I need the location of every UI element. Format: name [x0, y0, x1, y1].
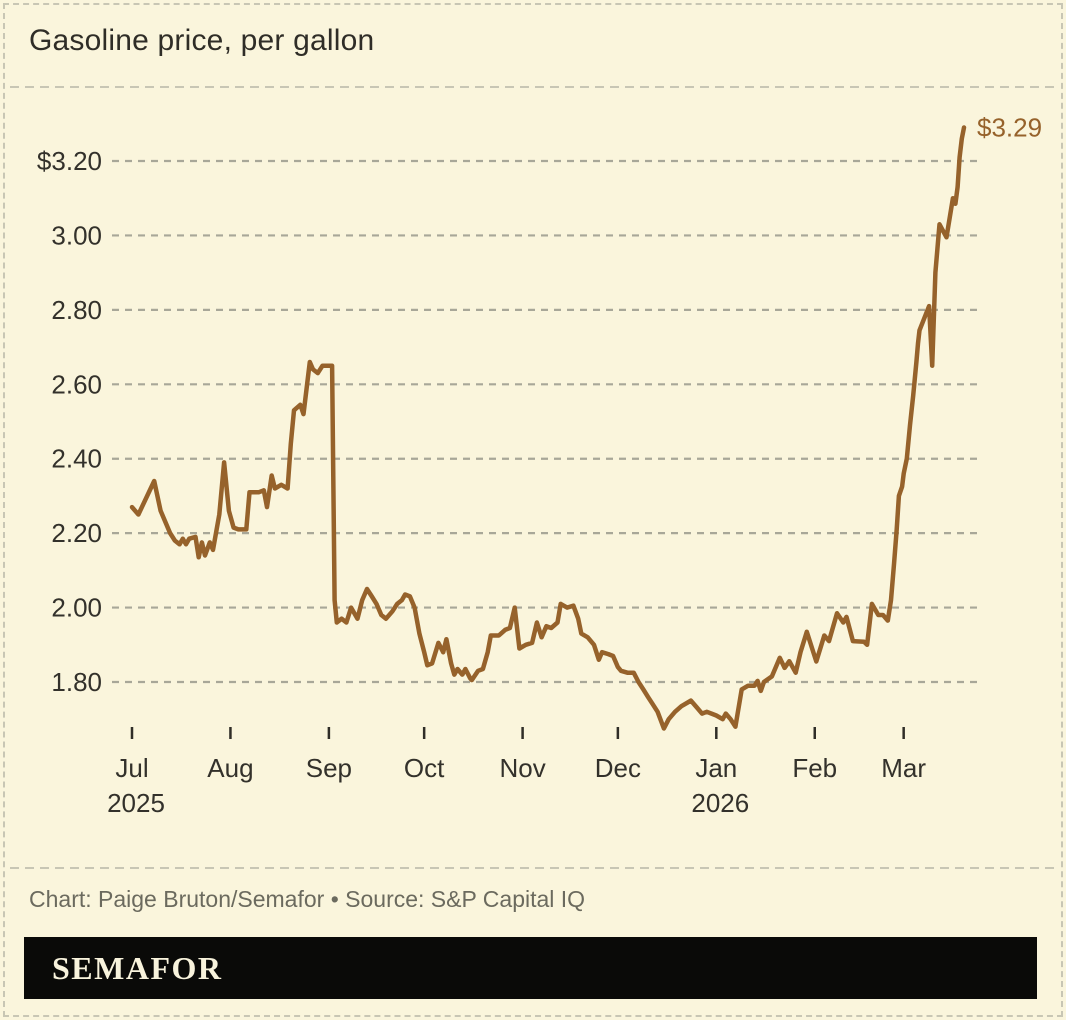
y-axis-label: 1.80: [51, 667, 102, 697]
chart-title: Gasoline price, per gallon: [29, 24, 375, 57]
x-axis-year-label: 2025: [107, 788, 165, 818]
x-axis-label: Oct: [404, 753, 445, 783]
x-axis-label: Dec: [595, 753, 641, 783]
x-axis-label: Sep: [306, 753, 352, 783]
x-axis-label: Jul: [115, 753, 148, 783]
y-axis-label: 2.00: [51, 593, 102, 623]
brand-banner: SEMAFOR: [24, 937, 1037, 999]
credit-text: Chart: Paige Bruton/Semafor • Source: S&…: [29, 886, 586, 912]
x-axis-label: Aug: [207, 753, 253, 783]
price-chart: 1.80 2.00 2.20 2.40 2.60 2.80 3.00 $3.20 Jul 2025…: [10, 86, 1060, 869]
x-axis-label: Mar: [881, 753, 926, 783]
x-axis-label: Feb: [792, 753, 837, 783]
y-axis-label: 2.20: [51, 518, 102, 548]
x-axis-year-label: 2026: [691, 788, 749, 818]
y-axis-label: 2.60: [51, 369, 102, 399]
x-axis-label: Nov: [499, 753, 545, 783]
y-axis-label: 2.40: [51, 444, 102, 474]
y-axis-label: 3.00: [51, 220, 102, 250]
brand-logo-text: SEMAFOR: [52, 949, 223, 986]
price-line: [129, 125, 967, 731]
y-axis-label: 2.80: [51, 295, 102, 325]
end-value-label: $3.29: [977, 113, 1042, 143]
chart-card: Gasoline price, per gallon 1.80 2.00 2.20 2…: [3, 3, 1063, 1017]
x-axis-label: Jan: [695, 753, 737, 783]
y-axis-label: $3.20: [37, 146, 102, 176]
